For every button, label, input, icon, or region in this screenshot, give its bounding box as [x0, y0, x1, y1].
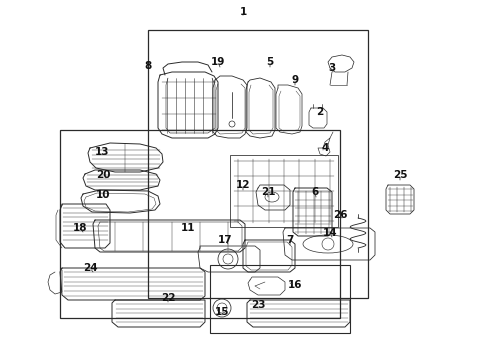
Text: 17: 17: [217, 235, 232, 245]
Text: 20: 20: [96, 170, 110, 180]
Text: 25: 25: [392, 170, 407, 180]
Text: 13: 13: [95, 147, 109, 157]
Text: 24: 24: [82, 263, 97, 273]
Text: 6: 6: [311, 187, 318, 197]
Text: 12: 12: [235, 180, 250, 190]
Text: 2: 2: [316, 107, 323, 117]
Text: 19: 19: [210, 57, 225, 67]
Text: 14: 14: [322, 228, 337, 238]
Text: 16: 16: [287, 280, 302, 290]
Text: 5: 5: [266, 57, 273, 67]
Text: 21: 21: [260, 187, 275, 197]
Text: 8: 8: [144, 61, 151, 71]
Text: 23: 23: [250, 300, 264, 310]
Text: 11: 11: [181, 223, 195, 233]
Text: 10: 10: [96, 190, 110, 200]
Text: 18: 18: [73, 223, 87, 233]
Text: 15: 15: [214, 307, 229, 317]
Text: 22: 22: [161, 293, 175, 303]
Bar: [148, 30, 367, 298]
Text: 4: 4: [321, 143, 328, 153]
Text: 9: 9: [291, 75, 298, 85]
Bar: [229, 155, 337, 227]
Bar: [209, 265, 349, 333]
Text: 26: 26: [332, 210, 346, 220]
Bar: [60, 130, 339, 318]
Text: 3: 3: [328, 63, 335, 73]
Text: 1: 1: [239, 7, 246, 17]
Text: 7: 7: [286, 235, 293, 245]
